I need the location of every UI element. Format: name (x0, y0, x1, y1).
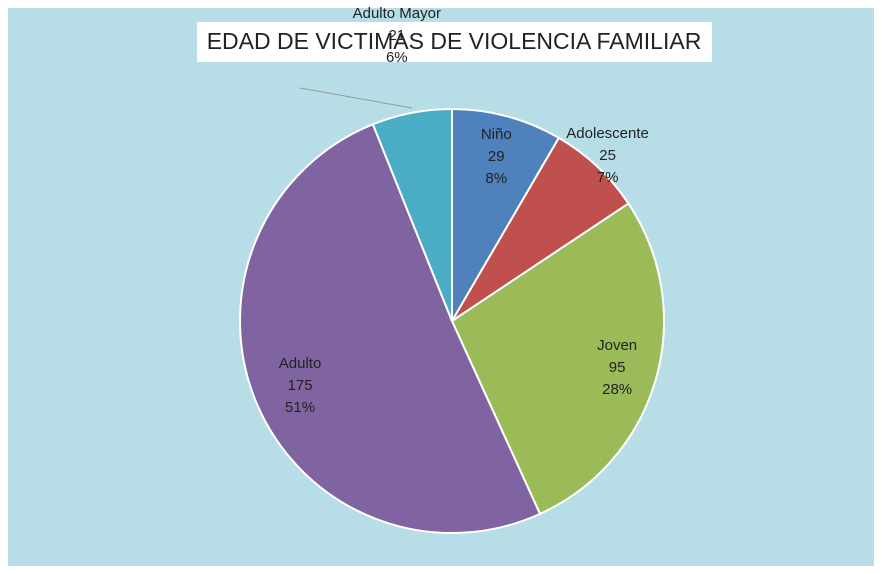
pie-slice (371, 107, 453, 322)
title-box (197, 22, 712, 62)
slice-percent-label: 8% (485, 170, 507, 187)
slice-value-label: 175 (288, 377, 313, 394)
leader-line (299, 87, 413, 109)
slice-percent-label: 7% (597, 169, 619, 186)
slice-category-label: Adulto (279, 355, 322, 372)
slice-percent-label: 6% (386, 49, 408, 66)
slice-category-label: Adulto Mayor (353, 5, 441, 22)
pie-slice (451, 107, 561, 325)
slice-value-label: 21 (388, 27, 405, 44)
slice-value-label: 95 (609, 359, 626, 376)
slice-category-label: Niño (481, 126, 512, 143)
slice-value-label: 25 (599, 147, 616, 164)
pie-slice (238, 123, 542, 534)
slice-percent-label: 28% (602, 381, 632, 398)
slice-percent-label: 51% (285, 399, 315, 416)
slice-category-label: Joven (597, 337, 637, 354)
slice-category-label: Adolescente (566, 125, 649, 142)
slice-value-label: 29 (488, 148, 505, 165)
chart-title: EDAD DE VICTIMAS DE VIOLENCIA FAMILIAR (207, 28, 702, 54)
